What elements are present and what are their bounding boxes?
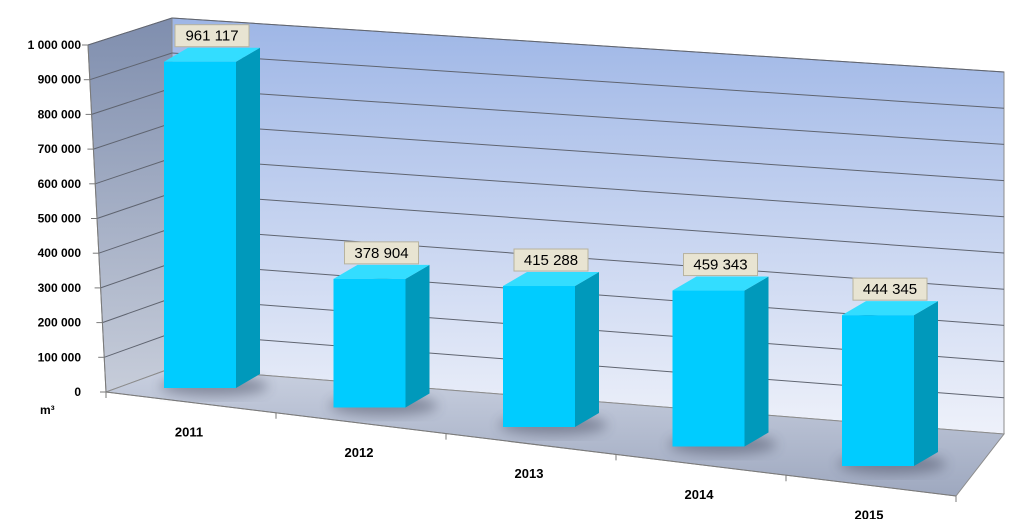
data-label-2011: 961 117 [174, 24, 250, 48]
y-tick-label: 200 000 [38, 316, 82, 330]
x-tick-label: 2011 [175, 424, 203, 439]
data-label-2013: 415 288 [513, 248, 589, 272]
data-label-text: 961 117 [185, 28, 238, 45]
bar-2014 [668, 276, 777, 455]
gridline [171, 87, 1005, 145]
y-tick-label: 500 000 [38, 212, 82, 226]
data-label-box [683, 253, 758, 277]
gridline [171, 52, 1005, 109]
bar-front-face [503, 286, 575, 427]
y-tick-label: 400 000 [38, 246, 82, 260]
data-labels: 961 117 378 904 415 288 459 343 444 345 [174, 24, 928, 301]
bar-2013 [499, 272, 607, 435]
gridline [171, 17, 1005, 73]
gridline [171, 192, 1005, 254]
gridline-side [100, 262, 173, 289]
bar-side-face [744, 276, 769, 447]
x-tick-label: 2013 [515, 466, 544, 481]
bar-front-face [164, 61, 236, 389]
gridline [171, 122, 1005, 182]
bar-2012 [329, 264, 438, 416]
gridline-side [87, 17, 173, 46]
x-axis-line [105, 391, 957, 497]
y-tick-label: 0 [74, 385, 81, 399]
x-tick-label: 2015 [855, 508, 884, 519]
bar-side-face [575, 272, 599, 427]
bar-2011 [160, 47, 268, 396]
y-tick-label: 100 000 [38, 350, 82, 364]
data-label-text: 378 904 [354, 245, 408, 262]
data-label-text: 459 343 [693, 257, 747, 274]
y-tick-label: 900 000 [38, 73, 82, 87]
gridline-side [89, 52, 173, 81]
data-label-box [174, 24, 250, 48]
gridline [171, 157, 1005, 218]
data-label-text: 415 288 [524, 252, 578, 269]
bar-top-face [164, 47, 260, 62]
bar-top-face [842, 301, 938, 316]
y-axis-unit-label: m³ [40, 403, 55, 417]
y-tick-label: 300 000 [38, 281, 82, 295]
bar-top-face [672, 276, 769, 291]
y-tick-label: 600 000 [38, 177, 82, 191]
gridline-side [104, 332, 173, 358]
bar-front-face [333, 278, 406, 408]
gridline-side [98, 227, 173, 254]
bar-front-face [842, 315, 914, 466]
bar-top-face [333, 264, 430, 279]
y-tick-label: 1 000 000 [28, 38, 82, 52]
data-label-box [513, 248, 589, 272]
x-tick-label: 2012 [345, 445, 374, 460]
gridline-side [91, 87, 173, 115]
data-label-box [344, 241, 419, 265]
bar-front-face [672, 290, 745, 447]
gridline-side [96, 192, 173, 219]
x-tick-label: 2014 [685, 487, 715, 502]
data-label-2015: 444 345 [852, 277, 928, 301]
left-side-wall [87, 17, 173, 393]
bar-top-face [503, 272, 599, 287]
gridline-side [102, 297, 173, 324]
data-label-text: 444 345 [863, 281, 917, 298]
y-axis: 0 100 000 200 000 300 000 400 000 500 000 600 … [28, 38, 107, 399]
data-label-2014: 459 343 [683, 253, 758, 277]
data-label-box [852, 277, 928, 301]
bars [160, 47, 946, 474]
bar-side-face [236, 47, 260, 389]
x-axis: 2011 2012 2013 2014 2015 [105, 391, 957, 519]
data-label-2012: 378 904 [344, 241, 419, 265]
bar-2015 [838, 301, 946, 474]
y-tick-label: 800 000 [38, 107, 82, 121]
bar-side-face [914, 301, 938, 466]
gridline-side [93, 122, 173, 150]
gridline-side [95, 157, 173, 185]
bar-side-face [405, 264, 430, 408]
y-tick-label: 700 000 [38, 142, 82, 156]
